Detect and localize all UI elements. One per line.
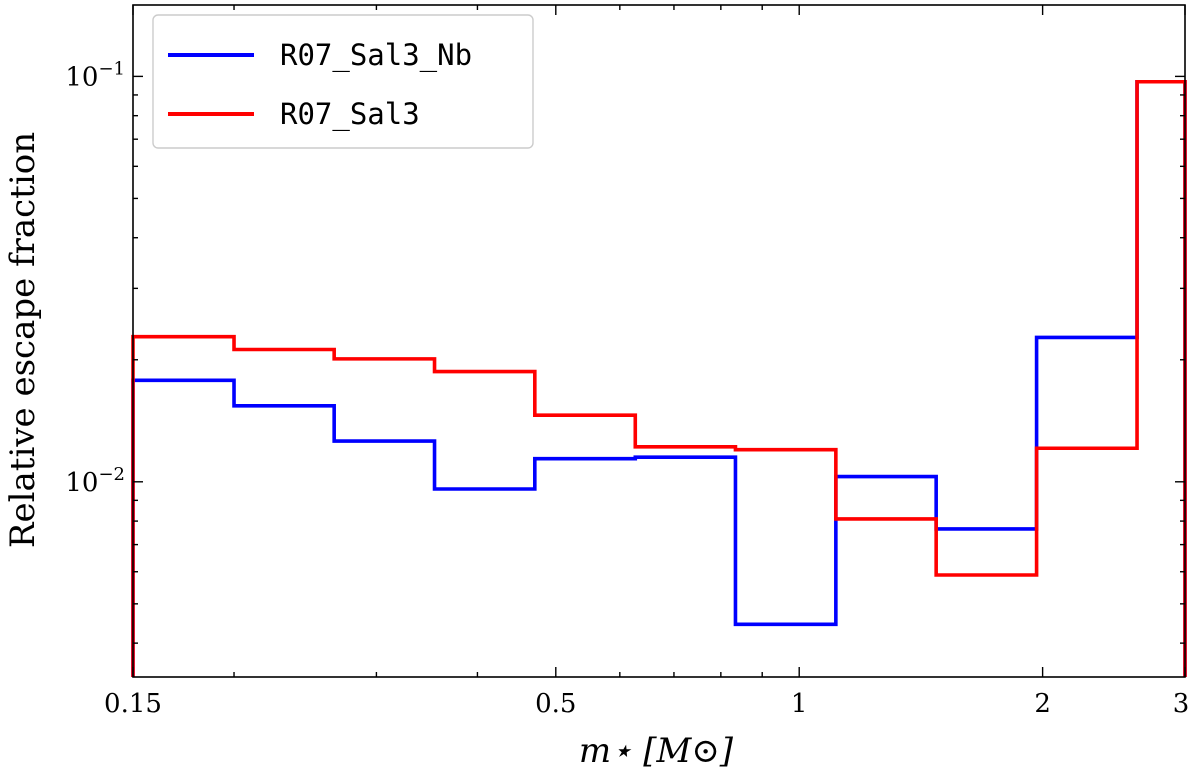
series-layer [131,79,1187,677]
y-tick-label: 10−1 [65,58,125,92]
plot-frame [132,4,1186,678]
y-axis-label: Relative escape fraction [3,132,43,548]
legend: R07_Sal3_Nb R07_Sal3 [152,14,534,149]
legend-label-series-2: R07_Sal3 [280,97,420,132]
x-tick-label: 2 [1034,689,1051,719]
series-line-2 [131,79,1187,677]
x-axis-label: m⋆ [M⊙] [579,731,734,771]
x-tick-label: 1 [791,689,808,719]
y-tick-label: 10−2 [65,464,125,498]
series-line-1 [131,79,1187,677]
legend-label-series-1: R07_Sal3_Nb [280,38,472,73]
x-tick-label: 0.5 [535,689,576,719]
x-tick-label: 3 [1173,689,1190,719]
x-tick-label: 0.15 [104,689,162,719]
